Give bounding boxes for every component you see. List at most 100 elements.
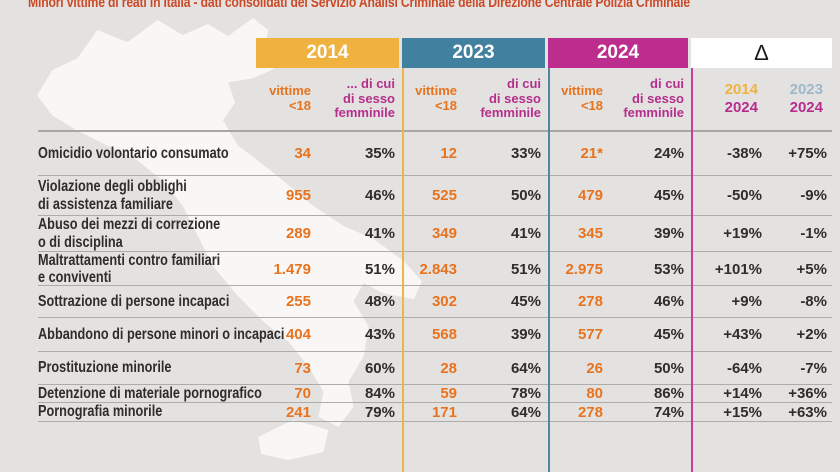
- delta-2023-2024: +36%: [788, 385, 827, 403]
- victims-2023: 525: [431, 187, 457, 204]
- delta-to-2024: 2024: [789, 99, 823, 116]
- female-pct-2024: 39%: [653, 225, 684, 242]
- victims-2023: 59: [440, 385, 457, 403]
- female-pct-2023: 78%: [510, 385, 541, 403]
- crime-label: Maltrattamenti contro familiari e conviv…: [38, 252, 221, 287]
- female-pct-2023: 45%: [510, 293, 541, 310]
- delta-2014-2024: +15%: [723, 403, 762, 421]
- female-pct-2024: 45%: [653, 326, 684, 343]
- female-pct-2023: 51%: [510, 260, 541, 278]
- victims-2014: 70: [294, 385, 311, 403]
- victims-2024: 2.975: [565, 260, 603, 278]
- victims-2014: 955: [285, 187, 311, 204]
- female-pct-2023: 64%: [510, 403, 541, 421]
- delta-2023-2024: -1%: [800, 225, 827, 242]
- crime-label: Abuso dei mezzi di correzione o di disci…: [38, 216, 221, 251]
- page-title: Minori vittime di reati in Italia - dati…: [28, 0, 690, 11]
- italy-map-silhouette: [37, 18, 422, 460]
- table-row: Pornografia minorile 241 79% 171 64% 278…: [38, 403, 832, 422]
- victims-2014: 404: [285, 326, 311, 343]
- table-row: Prostituzione minorile 73 60% 28 64% 26 …: [38, 352, 832, 385]
- victims-2014: 255: [285, 293, 311, 310]
- victims-2014: 34: [294, 145, 311, 162]
- female-pct-2014: 79%: [364, 403, 395, 421]
- delta-2023-2024: -8%: [800, 293, 827, 310]
- delta-2014-2024: +43%: [723, 326, 762, 343]
- col-header-femminile-2014: ... di cui di sesso femminile: [334, 76, 395, 121]
- year-band-2023: 2023: [402, 38, 545, 68]
- victims-2023: 171: [431, 403, 457, 421]
- delta-2023-2024: +63%: [788, 403, 827, 421]
- table-row: Abbandono di persone minori o incapaci 4…: [38, 318, 832, 352]
- crime-label: Pornografia minorile: [38, 403, 163, 421]
- col-header-vittime-2014: vittime <18: [269, 83, 311, 113]
- delta-2023-2024: +5%: [796, 260, 827, 278]
- delta-2014-2024: +9%: [731, 293, 762, 310]
- delta-2014-2024: +14%: [723, 385, 762, 403]
- delta-2014-2024: -50%: [726, 187, 762, 204]
- col-header-delta-2014-2024: 2014 2024: [691, 81, 767, 116]
- female-pct-2014: 35%: [364, 145, 395, 162]
- crime-label: Detenzione di materiale pornografico: [38, 385, 262, 402]
- female-pct-2023: 50%: [510, 187, 541, 204]
- victims-2014: 241: [285, 403, 311, 421]
- crime-label: Omicidio volontario consumato: [38, 144, 229, 162]
- delta-from-2023: 2023: [789, 81, 823, 99]
- table-row: Detenzione di materiale pornografico 70 …: [38, 385, 832, 404]
- female-pct-2023: 39%: [510, 326, 541, 343]
- table-row: Abuso dei mezzi di correzione o di disci…: [38, 216, 832, 252]
- crime-statistics-table: 2014 2023 2024 ∆ vittime <18 ... di cui …: [38, 38, 832, 472]
- italy-mainland-shape: [37, 18, 422, 427]
- victims-2023: 349: [431, 225, 457, 242]
- victims-2023: 12: [440, 145, 457, 162]
- victims-2014: 1.479: [273, 260, 311, 278]
- year-band-2024: 2024: [548, 38, 688, 68]
- female-pct-2024: 74%: [653, 403, 684, 421]
- col-header-vittime-2023: vittime <18: [415, 83, 457, 113]
- delta-to-2024: 2024: [724, 99, 758, 116]
- delta-2023-2024: +75%: [788, 145, 827, 162]
- female-pct-2014: 48%: [364, 293, 395, 310]
- female-pct-2023: 41%: [510, 225, 541, 242]
- table-row: Omicidio volontario consumato 34 35% 12 …: [38, 132, 832, 176]
- delta-2014-2024: -64%: [726, 359, 762, 377]
- victims-2024: 577: [577, 326, 603, 343]
- sicily-shape: [258, 419, 329, 460]
- year-band-row: 2014 2023 2024 ∆: [38, 38, 832, 68]
- delta-2023-2024: -9%: [800, 187, 827, 204]
- female-pct-2023: 64%: [510, 359, 541, 377]
- crime-label: Sottrazione di persone incapaci: [38, 292, 230, 310]
- separator-line-2024: [691, 68, 693, 472]
- table-row: Maltrattamenti contro familiari e conviv…: [38, 252, 832, 286]
- female-pct-2024: 53%: [653, 260, 684, 278]
- female-pct-2014: 60%: [364, 359, 395, 377]
- female-pct-2014: 84%: [364, 385, 395, 403]
- subheader-row: vittime <18 ... di cui di sesso femminil…: [38, 68, 832, 132]
- delta-2014-2024: -38%: [726, 145, 762, 162]
- year-band-2014: 2014: [256, 38, 399, 68]
- female-pct-2014: 51%: [364, 260, 395, 278]
- separator-line-2023: [548, 68, 550, 472]
- female-pct-2014: 41%: [364, 225, 395, 242]
- victims-2024: 345: [577, 225, 603, 242]
- victims-2014: 289: [285, 225, 311, 242]
- delta-2014-2024: +19%: [723, 225, 762, 242]
- female-pct-2024: 86%: [653, 385, 684, 403]
- delta-2023-2024: +2%: [796, 326, 827, 343]
- female-pct-2024: 24%: [653, 145, 684, 162]
- delta-from-2014: 2014: [724, 81, 758, 99]
- female-pct-2014: 43%: [364, 326, 395, 343]
- female-pct-2023: 33%: [510, 145, 541, 162]
- col-header-vittime-2024: vittime <18: [561, 83, 603, 113]
- table-row: Violazione degli obblighi di assistenza …: [38, 176, 832, 216]
- separator-line-2014: [402, 68, 404, 472]
- female-pct-2024: 46%: [653, 293, 684, 310]
- victims-2024: 278: [577, 293, 603, 310]
- col-header-femminile-2023: di cui di sesso femminile: [480, 76, 541, 121]
- col-header-femminile-2024: di cui di sesso femminile: [623, 76, 684, 121]
- delta-2014-2024: +101%: [714, 260, 762, 278]
- victims-2024: 278: [577, 403, 603, 421]
- victims-2024: 80: [586, 385, 603, 403]
- col-header-delta-2023-2024: 2023 2024: [767, 81, 832, 116]
- victims-2023: 28: [440, 359, 457, 377]
